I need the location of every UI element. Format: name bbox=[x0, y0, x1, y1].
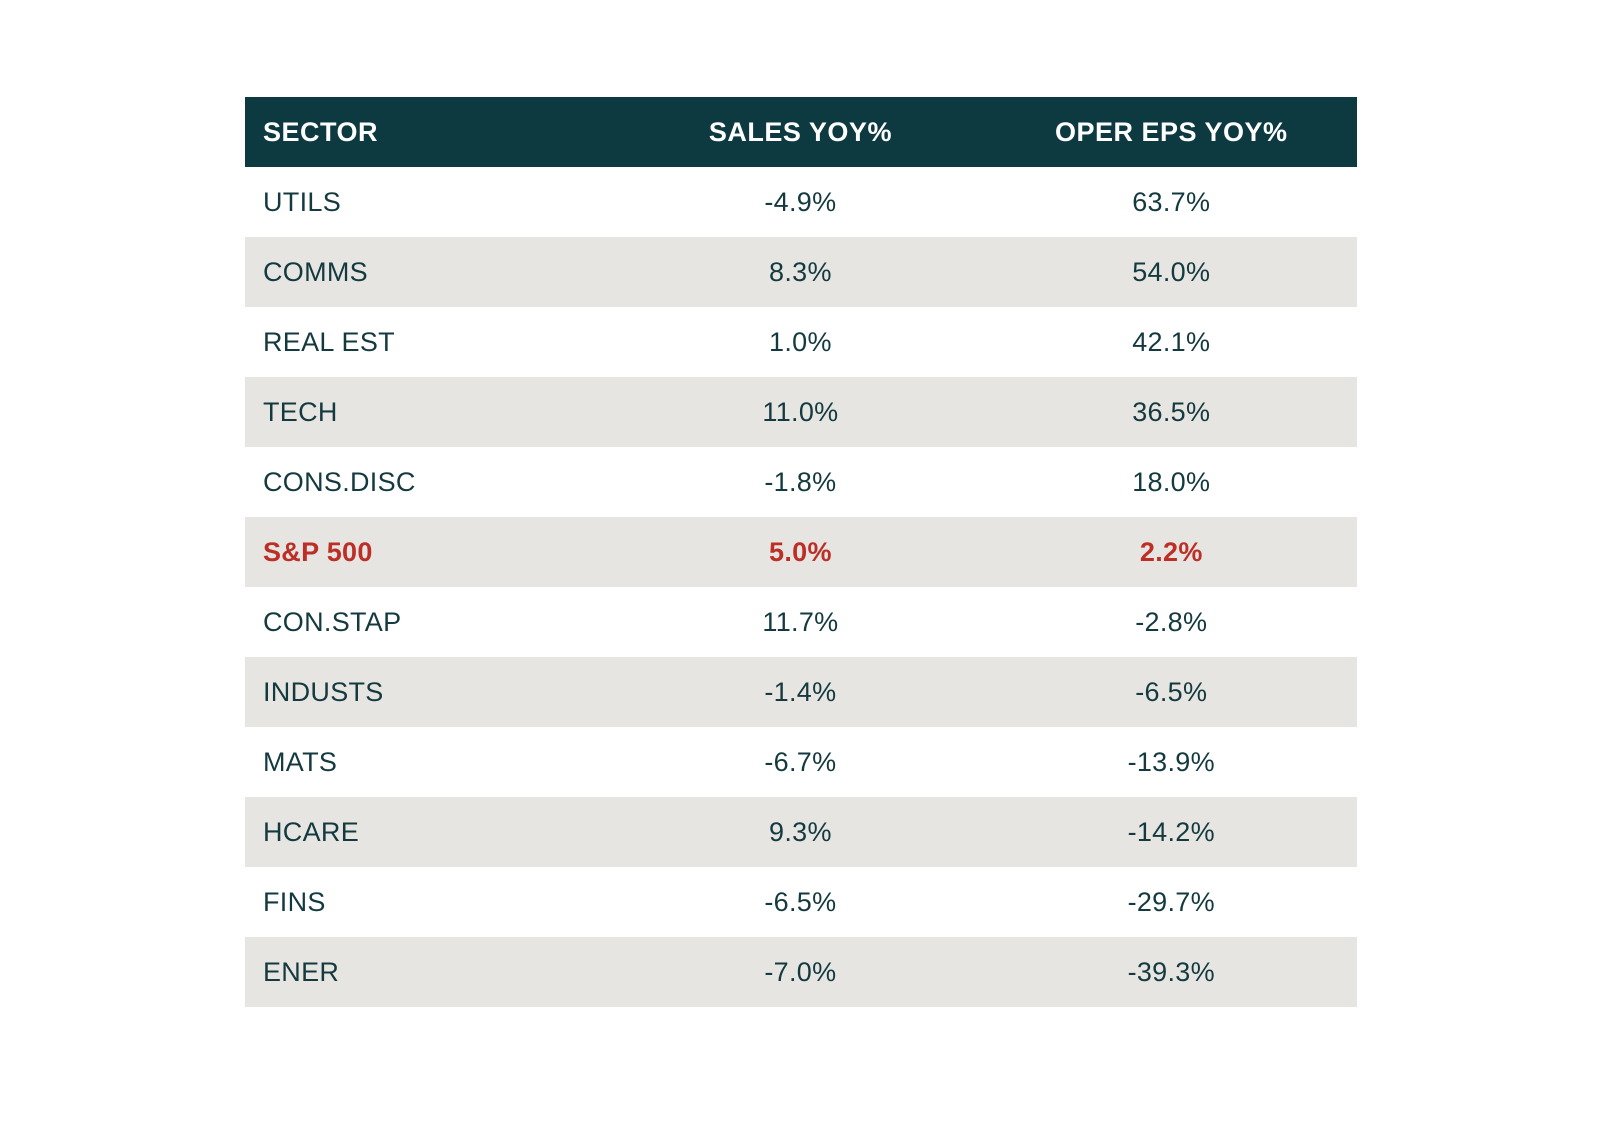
oper-eps-yoy-cell: 54.0% bbox=[1132, 256, 1211, 287]
oper-eps-yoy-cell: -6.5% bbox=[1135, 676, 1208, 707]
table-row-sp500-highlight: S&P 500 5.0% 2.2% bbox=[245, 517, 1357, 587]
oper-eps-yoy-cell: -14.2% bbox=[1127, 816, 1215, 847]
table-row: CONS.DISC -1.8% 18.0% bbox=[245, 447, 1357, 517]
oper-eps-yoy-cell: -2.8% bbox=[1135, 606, 1208, 637]
sector-cell: CONS.DISC bbox=[263, 466, 416, 497]
table-row: CON.STAP 11.7% -2.8% bbox=[245, 587, 1357, 657]
oper-eps-yoy-cell: 18.0% bbox=[1132, 466, 1211, 497]
table-row: MATS -6.7% -13.9% bbox=[245, 727, 1357, 797]
sector-cell: CON.STAP bbox=[263, 606, 402, 637]
sector-cell: UTILS bbox=[263, 186, 342, 217]
oper-eps-yoy-cell: 63.7% bbox=[1132, 186, 1211, 217]
sector-cell: S&P 500 bbox=[263, 536, 373, 567]
oper-eps-yoy-cell: 36.5% bbox=[1132, 396, 1211, 427]
oper-eps-yoy-cell: 42.1% bbox=[1132, 326, 1211, 357]
table-header-row: SECTOR SALES YOY% OPER EPS YOY% bbox=[245, 97, 1357, 167]
column-header-sector: SECTOR bbox=[263, 116, 379, 147]
table-row: INDUSTS -1.4% -6.5% bbox=[245, 657, 1357, 727]
sales-yoy-cell: 9.3% bbox=[769, 816, 832, 847]
column-header-oper-eps-yoy: OPER EPS YOY% bbox=[1054, 116, 1288, 147]
sales-yoy-cell: 5.0% bbox=[769, 536, 832, 567]
oper-eps-yoy-cell: 2.2% bbox=[1139, 536, 1203, 567]
sector-cell: INDUSTS bbox=[263, 676, 384, 707]
sector-earnings-table: SECTOR SALES YOY% OPER EPS YOY% UTILS -4.… bbox=[245, 97, 1357, 1007]
sales-yoy-cell: -1.8% bbox=[764, 466, 837, 497]
sales-yoy-cell: -7.0% bbox=[764, 956, 837, 987]
column-header-sales-yoy: SALES YOY% bbox=[708, 116, 892, 147]
oper-eps-yoy-cell: -39.3% bbox=[1127, 956, 1215, 987]
sector-cell: ENER bbox=[263, 956, 340, 987]
table-row: UTILS -4.9% 63.7% bbox=[245, 167, 1357, 237]
oper-eps-yoy-cell: -29.7% bbox=[1127, 886, 1215, 917]
sector-cell: COMMS bbox=[263, 256, 368, 287]
sector-cell: TECH bbox=[263, 396, 338, 427]
table-body: UTILS -4.9% 63.7% COMMS 8.3% 54.0% REAL EST 1.0… bbox=[245, 167, 1357, 1007]
table-row: HCARE 9.3% -14.2% bbox=[245, 797, 1357, 867]
sector-cell: FINS bbox=[263, 886, 326, 917]
sales-yoy-cell: 1.0% bbox=[769, 326, 832, 357]
table-row: FINS -6.5% -29.7% bbox=[245, 867, 1357, 937]
sector-cell: REAL EST bbox=[263, 326, 395, 357]
sales-yoy-cell: 11.7% bbox=[762, 606, 839, 637]
sales-yoy-cell: -6.5% bbox=[764, 886, 837, 917]
table-row: COMMS 8.3% 54.0% bbox=[245, 237, 1357, 307]
sales-yoy-cell: -4.9% bbox=[764, 186, 837, 217]
sector-cell: MATS bbox=[263, 746, 338, 777]
sales-yoy-cell: 8.3% bbox=[769, 256, 832, 287]
table-row: TECH 11.0% 36.5% bbox=[245, 377, 1357, 447]
oper-eps-yoy-cell: -13.9% bbox=[1127, 746, 1215, 777]
sales-yoy-cell: -6.7% bbox=[764, 746, 837, 777]
table-row: REAL EST 1.0% 42.1% bbox=[245, 307, 1357, 377]
sector-cell: HCARE bbox=[263, 816, 360, 847]
sales-yoy-cell: -1.4% bbox=[764, 676, 837, 707]
sales-yoy-cell: 11.0% bbox=[762, 396, 839, 427]
table-row: ENER -7.0% -39.3% bbox=[245, 937, 1357, 1007]
